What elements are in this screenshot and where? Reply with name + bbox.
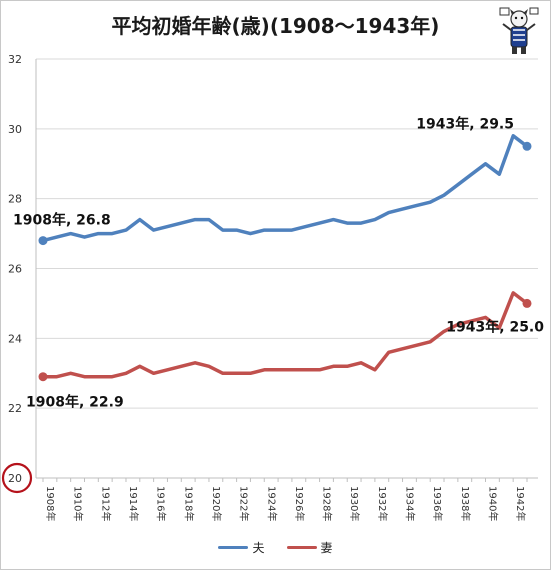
series-line-1 bbox=[41, 291, 529, 379]
x-tick-label-1908: 1908年 bbox=[44, 486, 57, 521]
x-tick-label-1912: 1912年 bbox=[99, 486, 112, 521]
legend: 夫 妻 bbox=[0, 538, 551, 556]
x-tick-label-1916: 1916年 bbox=[155, 486, 168, 521]
x-tick-label-1928: 1928年 bbox=[321, 486, 334, 521]
legend-swatch-wife bbox=[286, 545, 317, 549]
legend-swatch-husband bbox=[218, 545, 249, 549]
x-tick-label-1922: 1922年 bbox=[238, 486, 251, 521]
gridlines bbox=[36, 58, 538, 409]
x-tick-label-1932: 1932年 bbox=[376, 486, 389, 521]
annotation-0-1943: 1943年, 29.5 bbox=[416, 115, 514, 132]
x-tick-label-1924: 1924年 bbox=[265, 486, 278, 521]
x-tick-label-1938: 1938年 bbox=[459, 486, 472, 521]
y-tick-label-26: 26 bbox=[8, 263, 22, 276]
x-tick-label-1934: 1934年 bbox=[404, 486, 417, 521]
series-1-marker-1943 bbox=[522, 298, 532, 308]
chart-title: 平均初婚年齢(歳)(1908～1943年) bbox=[111, 14, 440, 38]
annotation-1-1943: 1943年, 25.0 bbox=[446, 318, 544, 335]
x-tick-label-1914: 1914年 bbox=[127, 486, 140, 521]
y-tick-label-30: 30 bbox=[8, 123, 22, 136]
y-tick-label-32: 32 bbox=[8, 53, 22, 66]
series-0-marker-1943 bbox=[522, 141, 532, 151]
x-tick-label-1936: 1936年 bbox=[431, 486, 444, 521]
y-tick-label-24: 24 bbox=[8, 332, 22, 345]
legend-label-wife: 妻 bbox=[320, 540, 333, 555]
legend-item-husband: 夫 bbox=[218, 539, 265, 556]
data-annotations: 1908年, 26.8 1943年, 29.5 1908年, 22.9 1943年, … bbox=[13, 115, 544, 410]
x-tick-label-1940: 1940年 bbox=[487, 486, 500, 521]
annotation-0-1908: 1908年, 26.8 bbox=[13, 212, 111, 229]
series-lines bbox=[38, 134, 532, 382]
x-tick-label-1942: 1942年 bbox=[514, 486, 527, 521]
x-tick-label-1910: 1910年 bbox=[72, 486, 85, 521]
series-1-marker-1908 bbox=[38, 372, 48, 382]
mascot-illustration bbox=[499, 7, 539, 54]
highlight-circle-y-20 bbox=[1, 462, 33, 494]
series-line-0 bbox=[41, 134, 529, 243]
x-tick-label-1920: 1920年 bbox=[210, 486, 223, 521]
x-tick-label-1926: 1926年 bbox=[293, 486, 306, 521]
series-0-marker-1908 bbox=[38, 236, 48, 246]
y-tick-label-28: 28 bbox=[8, 193, 22, 206]
annotation-1-1908: 1908年, 22.9 bbox=[26, 394, 124, 411]
legend-item-wife: 妻 bbox=[286, 539, 333, 556]
y-tick-label-20: 20 bbox=[8, 472, 22, 485]
legend-label-husband: 夫 bbox=[252, 540, 265, 555]
x-tick-label-1930: 1930年 bbox=[348, 486, 361, 521]
x-tick-label-1918: 1918年 bbox=[182, 486, 195, 521]
axes: 20 22 24 26 28 30 32 1908年 1910年 1912年 1914年 1916年 1… bbox=[1, 53, 538, 521]
y-tick-label-22: 22 bbox=[8, 402, 22, 415]
